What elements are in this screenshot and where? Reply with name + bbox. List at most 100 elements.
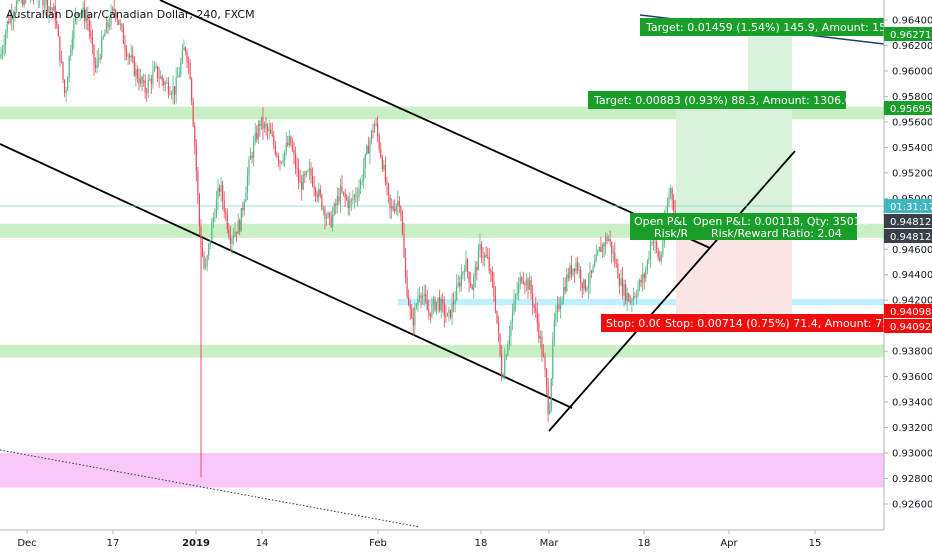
- candle-body: [505, 355, 507, 359]
- candle-body: [82, 7, 84, 13]
- candle-body: [634, 296, 636, 297]
- open-pnl-label-1[interactable]: Open P&L: Risk/Re: [630, 213, 695, 240]
- candle-body: [366, 145, 368, 154]
- candle-body: [549, 409, 551, 414]
- dotted-trend-line[interactable]: [0, 449, 421, 528]
- candle-body: [46, 0, 49, 12]
- time-axis[interactable]: Dec 17 2019 14 Feb 18 Mar 18 Apr 15: [17, 530, 821, 549]
- candle-body: [338, 196, 340, 202]
- candle-body: [174, 86, 176, 95]
- zone-cyan-4[interactable]: [398, 298, 884, 306]
- candle-body: [316, 194, 318, 197]
- open-pnl-label-1-line2: Risk/Re: [654, 227, 695, 240]
- candle-body: [466, 259, 469, 272]
- candle-body: [442, 299, 444, 304]
- candle-body: [372, 130, 374, 133]
- stop-label-2[interactable]: Stop: 0.00714 (0.75%) 71.4, Amount: 750: [660, 314, 896, 332]
- candle-body: [656, 242, 658, 250]
- candle-body: [552, 339, 554, 379]
- candle-body: [116, 16, 118, 20]
- badge-countdown-text: 01:31:17: [890, 202, 932, 213]
- candle-body: [592, 266, 594, 273]
- candle-body: [253, 142, 255, 158]
- candle-body: [327, 213, 329, 218]
- candle-body: [184, 47, 187, 52]
- candle-body: [74, 14, 76, 22]
- candle-body: [437, 297, 439, 302]
- candle-body: [612, 252, 614, 254]
- candle-body: [130, 55, 132, 58]
- zone-green-2[interactable]: [0, 344, 884, 358]
- zone-green-0[interactable]: [0, 106, 884, 120]
- candle-body: [559, 304, 562, 310]
- candle-body: [381, 157, 383, 170]
- candle-body: [538, 322, 540, 339]
- candle-body: [280, 162, 283, 163]
- candle-body: [150, 79, 152, 84]
- candle-body: [519, 277, 521, 284]
- candle-body: [426, 300, 428, 311]
- candle-body: [222, 184, 224, 201]
- lower-channel-line[interactable]: [0, 143, 573, 409]
- candle-body: [400, 206, 402, 216]
- open-pnl-label-2[interactable]: Open P&L: 0.00118, Qty: 35014 Risk/Rewar…: [687, 213, 868, 240]
- candle-body: [660, 253, 662, 261]
- position-1-target-area[interactable]: [676, 109, 748, 223]
- candle-body: [67, 77, 69, 91]
- price-axis-bg[interactable]: [884, 0, 932, 550]
- position-2-target-area[interactable]: [748, 36, 792, 223]
- candle-body: [206, 255, 208, 267]
- candle-body: [443, 303, 445, 317]
- candle-body: [415, 305, 417, 308]
- candle-body: [282, 160, 284, 163]
- candle-body: [598, 247, 600, 252]
- candle-body: [617, 263, 619, 279]
- candle-body: [209, 239, 211, 244]
- candle-body: [499, 333, 501, 355]
- candle-body: [203, 256, 205, 268]
- candle-body: [422, 296, 424, 299]
- candle-body: [367, 145, 369, 154]
- candle-body: [473, 276, 475, 290]
- candle-body: [601, 244, 603, 253]
- candle-body: [125, 51, 128, 57]
- candle-body: [62, 61, 64, 80]
- candle-body: [59, 36, 61, 61]
- target-label-2[interactable]: Target: 0.00883 (0.93%) 88.3, Amount: 13…: [588, 91, 852, 109]
- candle-body: [479, 244, 481, 250]
- target-label-1[interactable]: Target: 0.01459 (1.54%) 145.9, Amount: 1…: [640, 18, 900, 36]
- candle-body: [535, 307, 537, 311]
- candle-body: [144, 80, 146, 93]
- time-tick-label: 18: [638, 538, 651, 549]
- candle-body: [291, 145, 293, 150]
- candle-body: [435, 301, 438, 311]
- candle-body: [68, 56, 70, 78]
- candle-body: [192, 101, 194, 126]
- candle-body: [288, 136, 290, 146]
- candle-body: [315, 188, 317, 195]
- candle-body: [541, 336, 543, 355]
- zone-pink-3[interactable]: [0, 453, 884, 488]
- rising-trend-line[interactable]: [548, 150, 796, 432]
- candle-body: [651, 242, 653, 245]
- candle-body: [377, 123, 379, 136]
- candle-body: [139, 77, 142, 84]
- candle-body: [462, 271, 464, 275]
- candle-body: [459, 282, 461, 287]
- time-tick-label: 18: [475, 538, 488, 549]
- upper-channel-line[interactable]: [159, 0, 711, 249]
- candle-body: [231, 237, 233, 244]
- candle-body: [234, 231, 236, 237]
- stop-label-1[interactable]: Stop: 0.00: [601, 314, 663, 332]
- candle-body: [43, 4, 45, 6]
- candle-body: [267, 126, 269, 131]
- candle-body: [528, 280, 531, 290]
- candle-body: [187, 62, 190, 64]
- price-tick-label: 0.95400: [892, 143, 932, 154]
- candle-body: [63, 79, 66, 93]
- candle-body: [175, 77, 177, 95]
- candle-body: [569, 265, 571, 278]
- candle-body: [214, 217, 216, 219]
